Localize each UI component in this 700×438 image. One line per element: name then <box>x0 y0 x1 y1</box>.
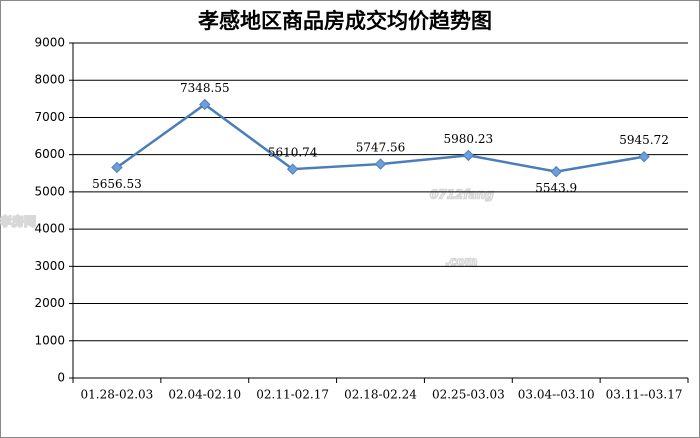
y-tick-label: 5000 <box>34 184 65 198</box>
data-label: 5945.72 <box>619 133 669 147</box>
marker <box>638 150 650 163</box>
marker <box>199 98 211 111</box>
y-tick-label: 2000 <box>34 296 65 310</box>
y-tick-label: 8000 <box>34 73 65 87</box>
watermark: 0712fang <box>430 188 494 202</box>
data-label: 5656.53 <box>92 177 142 191</box>
y-tick-label: 7000 <box>34 110 65 124</box>
data-label: 5610.74 <box>268 146 318 160</box>
x-tick-label: 03.04--03.10 <box>518 388 595 402</box>
y-tick-label: 9000 <box>34 36 65 50</box>
x-tick-label: 02.11-02.17 <box>256 388 329 402</box>
y-tick-label: 4000 <box>34 222 65 236</box>
y-tick-label: 6000 <box>34 147 65 161</box>
marker <box>286 163 299 175</box>
y-tick-label: 1000 <box>34 333 65 347</box>
chart-title: 孝感地区商品房成交均价趋势图 <box>198 9 492 33</box>
marker <box>550 165 562 178</box>
marker <box>374 158 387 170</box>
y-tick-label: 3000 <box>34 259 65 273</box>
data-label: 5980.23 <box>444 132 494 146</box>
y-tick-label: 0 <box>57 371 65 385</box>
x-tick-label: 02.25-03.03 <box>432 388 505 402</box>
data-label: 7348.55 <box>180 81 230 95</box>
marker <box>462 149 475 162</box>
data-label: 5747.56 <box>356 141 406 155</box>
watermark: 孝房网 <box>0 214 36 229</box>
marker <box>111 161 123 174</box>
data-label: 5543.9 <box>535 181 577 195</box>
x-tick-label: 02.04-02.10 <box>168 388 241 402</box>
x-tick-label: 02.18-02.24 <box>344 388 417 402</box>
watermark: .com <box>445 255 477 269</box>
x-tick-label: 03.11--03.17 <box>606 388 683 402</box>
x-tick-label: 01.28-02.03 <box>81 388 154 402</box>
